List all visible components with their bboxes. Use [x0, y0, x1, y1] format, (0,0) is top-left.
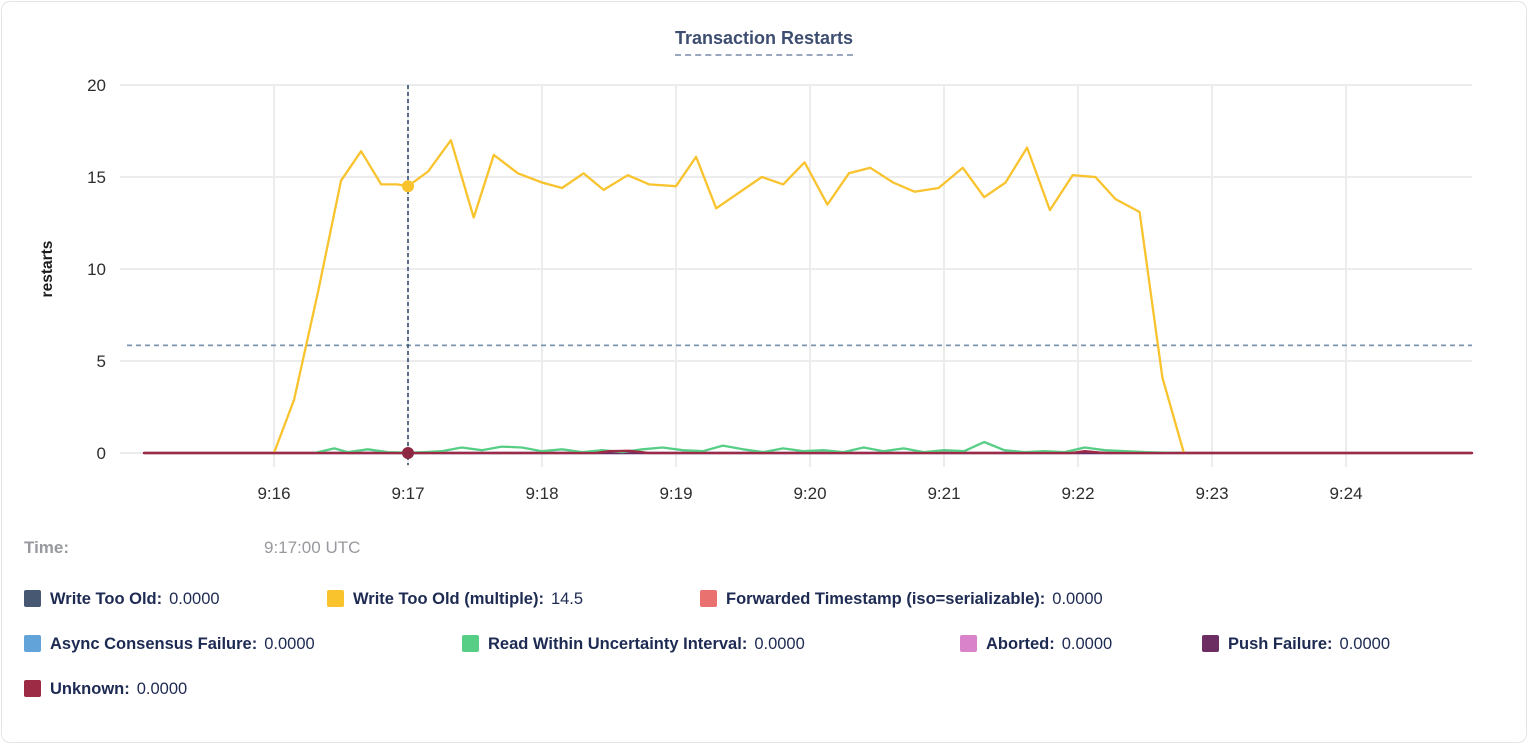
svg-text:9:18: 9:18: [525, 484, 558, 503]
legend-swatch-write-too-old-multiple: [327, 590, 344, 607]
time-label: Time:: [24, 538, 70, 557]
legend-swatch-push-failure: [1202, 635, 1219, 652]
legend-item-write-too-old: Write Too Old: 0.0000: [24, 590, 220, 609]
legend-value: 0.0000: [1339, 635, 1390, 653]
legend-item-write-too-old-multiple: Write Too Old (multiple): 14.5: [327, 590, 583, 609]
svg-text:9:19: 9:19: [659, 484, 692, 503]
svg-text:9:16: 9:16: [257, 484, 290, 503]
legend-item-read-within-uncertainty-interval: Read Within Uncertainty Interval: 0.0000: [462, 635, 805, 654]
legend-value: 0.0000: [169, 590, 220, 608]
legend-label: Aborted:: [986, 635, 1055, 653]
svg-text:9:21: 9:21: [927, 484, 960, 503]
legend-label: Push Failure:: [1228, 635, 1333, 653]
svg-text:9:23: 9:23: [1195, 484, 1228, 503]
legend-value: 0.0000: [754, 635, 805, 653]
legend-label: Read Within Uncertainty Interval:: [488, 635, 748, 653]
svg-text:5: 5: [97, 352, 106, 371]
legend-swatch-write-too-old: [24, 590, 41, 607]
svg-text:20: 20: [87, 76, 106, 95]
legend-swatch-read-within-uncertainty-interval: [462, 635, 479, 652]
y-axis-label: restarts: [39, 240, 56, 298]
legend-label: Write Too Old (multiple):: [353, 590, 544, 608]
svg-text:9:17: 9:17: [391, 484, 424, 503]
legend-label: Forwarded Timestamp (iso=serializable):: [726, 590, 1046, 608]
legend-swatch-forwarded-timestamp: [700, 590, 717, 607]
legend-swatch-aborted: [960, 635, 977, 652]
legend-value: 0.0000: [264, 635, 315, 653]
svg-text:15: 15: [87, 168, 106, 187]
legend-label: Async Consensus Failure:: [50, 635, 258, 653]
svg-text:9:20: 9:20: [793, 484, 826, 503]
legend-value: 0.0000: [136, 680, 188, 698]
svg-text:9:22: 9:22: [1061, 484, 1094, 503]
legend-label: Unknown:: [50, 680, 130, 698]
legend-value: 14.5: [550, 590, 584, 608]
svg-text:10: 10: [87, 260, 106, 279]
legend-item-forwarded-timestamp: Forwarded Timestamp (iso=serializable): 0…: [700, 590, 1103, 609]
chart-title: Transaction Restarts: [2, 28, 1526, 56]
legend-item-aborted: Aborted: 0.0000: [960, 635, 1112, 654]
transaction-restarts-chart[interactable]: 0 5 10 15 20 9:16 9:17 9:18 9:19 9:20 9:21 9:22 9:23…: [2, 2, 1527, 517]
legend-label: Write Too Old:: [50, 590, 163, 608]
svg-text:0: 0: [97, 444, 106, 463]
svg-text:9:24: 9:24: [1329, 484, 1362, 503]
legend-item-push-failure: Push Failure: 0.0000: [1202, 635, 1390, 654]
legend-value: 0.0000: [1061, 635, 1113, 653]
chart-title-text[interactable]: Transaction Restarts: [674, 28, 854, 56]
legend-item-async-consensus-failure: Async Consensus Failure: 0.0000: [24, 635, 315, 654]
legend-item-unknown: Unknown: 0.0000: [24, 680, 187, 699]
legend-value: 0.0000: [1052, 590, 1103, 608]
time-value: 9:17:00 UTC: [264, 538, 361, 557]
legend-swatch-async-consensus-failure: [24, 635, 41, 652]
legend-swatch-unknown: [24, 680, 41, 697]
